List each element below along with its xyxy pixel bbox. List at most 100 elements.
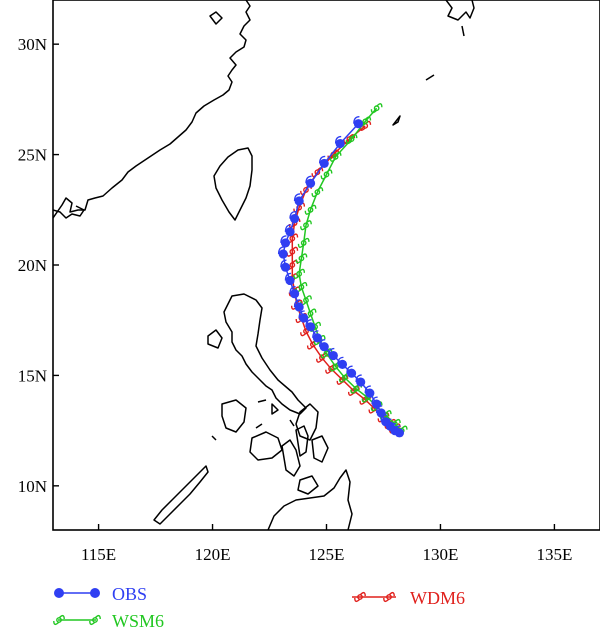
track-point-obs — [346, 368, 357, 378]
coastline-luzon-west — [207, 329, 223, 349]
track-point-wsm6 — [329, 151, 342, 162]
track-point-tail-obs — [305, 175, 312, 184]
track-point-tail-obs — [334, 135, 342, 144]
track-point-tail-obs — [289, 286, 296, 294]
track-point-obs — [278, 249, 288, 259]
y-tick-label: 20N — [18, 256, 47, 275]
y-tick-label: 10N — [18, 477, 47, 496]
legend-marker-obs-left — [54, 588, 64, 598]
track-point-tail-obs — [318, 155, 326, 164]
legend-item-obs: OBS — [54, 584, 147, 604]
track-point-wsm6 — [293, 268, 306, 279]
track-point-tail-obs — [280, 235, 287, 243]
track-point-tail-obs — [305, 319, 312, 327]
track-point-wsm6 — [304, 204, 317, 215]
legend-marker-obs-right — [90, 588, 100, 598]
track-line-wdm6 — [291, 125, 396, 429]
coastline-islet-3 — [271, 403, 279, 415]
track-point-wsm6 — [297, 237, 310, 248]
coastline-negros — [281, 439, 301, 477]
x-tick-label: 135E — [536, 545, 572, 564]
track-point-tail-obs — [364, 385, 371, 394]
y-tick-label: 25N — [18, 146, 47, 165]
track-point-obs — [280, 238, 291, 248]
track-line-wsm6 — [298, 107, 403, 432]
coastline-ryukyu-1 — [461, 25, 465, 37]
coastline-islet-5 — [289, 419, 295, 427]
legend-item-wsm6: WSM6 — [58, 611, 164, 630]
track-point-obs — [285, 227, 295, 237]
track-point-tail-obs — [280, 259, 287, 268]
track-point-tail-obs — [293, 299, 301, 307]
legend-marker-wsm6-left — [53, 614, 65, 626]
track-point-obs — [294, 196, 304, 206]
track-point-tail-obs — [328, 347, 335, 356]
track-point-wsm6 — [345, 134, 358, 145]
legend-item-wdm6: WDM6 — [352, 588, 465, 608]
track-point-tail-obs — [346, 365, 353, 374]
coastline-bohol — [297, 475, 319, 495]
track-point-tail-obs — [289, 210, 296, 219]
track-point-obs — [335, 138, 345, 149]
track-wsm6 — [293, 103, 408, 436]
legend-label-obs: OBS — [112, 584, 147, 604]
legend-label-wsm6: WSM6 — [112, 611, 164, 630]
track-point-tail-obs — [312, 330, 319, 338]
coastline-islet-1 — [211, 435, 217, 441]
track-point-tail-obs — [277, 246, 285, 254]
track-point-obs — [312, 333, 322, 343]
track-obs — [277, 116, 405, 438]
coastline-taiwan — [213, 147, 253, 221]
y-tick-label: 30N — [18, 35, 47, 54]
track-point-obs — [305, 178, 316, 188]
coastline-palawan — [153, 465, 209, 525]
coastline-luzon — [223, 293, 307, 415]
track-point-tail-obs — [293, 193, 301, 201]
track-point-obs — [294, 302, 304, 312]
x-tick-label: 130E — [423, 545, 459, 564]
track-point-obs — [381, 417, 391, 427]
map-axes: 115E 120E 125E 130E 135E 10N 15N 20N 25N 30N — [18, 35, 573, 564]
coastlines — [53, 0, 475, 530]
legend: OBS WDM6 WSM6 — [53, 584, 465, 630]
track-point-obs — [353, 119, 364, 129]
coastline-china — [53, 0, 251, 219]
track-point-wsm6 — [370, 103, 383, 114]
coastline-panay — [249, 431, 283, 461]
track-point-obs — [356, 377, 366, 387]
coastline-cebu — [295, 425, 309, 457]
legend-marker-wdm6-right — [383, 591, 395, 603]
legend-marker-wsm6-right — [89, 614, 101, 626]
typhoon-tracks — [277, 103, 408, 438]
track-point-wsm6 — [320, 169, 333, 180]
track-point-tail-obs — [298, 310, 305, 319]
track-point-obs — [328, 350, 338, 361]
track-point-obs — [319, 158, 329, 169]
coastline-japan — [445, 0, 475, 21]
track-point-obs — [280, 262, 291, 272]
track-point-tail-obs — [337, 356, 344, 365]
track-point-tail-obs — [284, 224, 292, 232]
x-tick-label: 115E — [81, 545, 116, 564]
track-point-tail-obs — [371, 396, 378, 405]
track-point-obs — [319, 342, 329, 352]
track-wdm6 — [286, 120, 401, 434]
coastline-samar — [295, 403, 319, 441]
x-tick-label: 120E — [195, 545, 231, 564]
track-point-obs — [289, 289, 300, 299]
track-point-obs — [372, 399, 382, 409]
track-point-wsm6 — [295, 253, 308, 264]
track-point-obs — [289, 214, 300, 224]
track-point-tail-obs — [355, 374, 362, 383]
track-point-tail-obs — [353, 116, 360, 124]
coastline-islet-4 — [257, 399, 267, 403]
legend-label-wdm6: WDM6 — [410, 588, 465, 608]
track-point-wsm6 — [311, 187, 324, 198]
track-point-obs — [305, 322, 316, 332]
track-point-obs — [337, 359, 348, 369]
coastline-ryukyu-2 — [425, 74, 435, 81]
track-point-obs — [365, 388, 375, 398]
track-point-wsm6 — [300, 220, 312, 231]
coastline-mindanao — [267, 469, 353, 530]
